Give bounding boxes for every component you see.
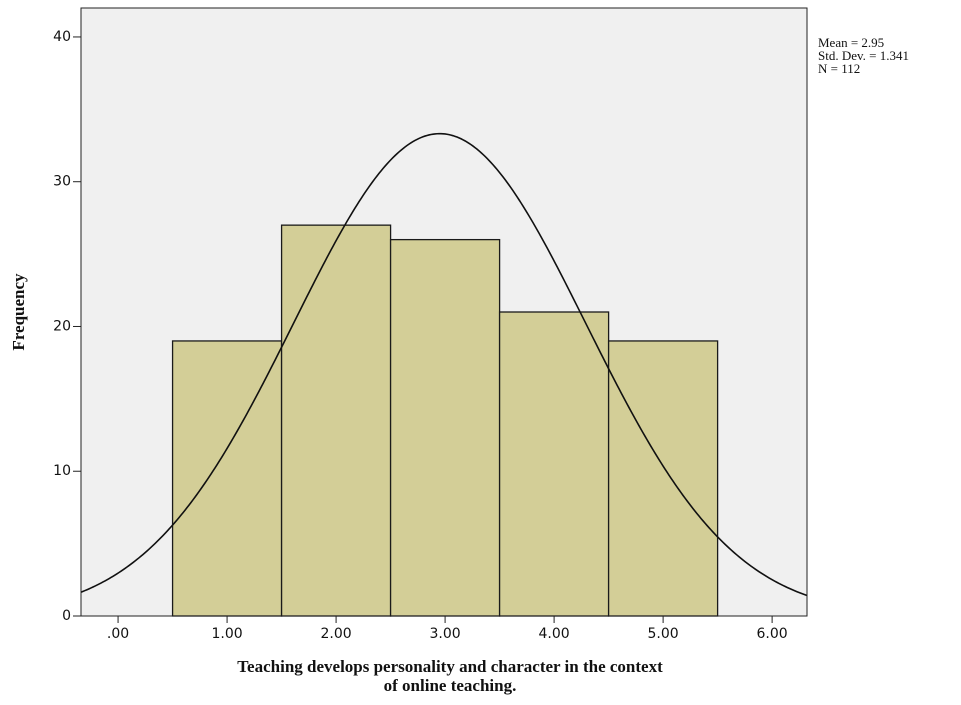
x-tick-label: 3.00 — [430, 626, 461, 642]
x-tick-label: 6.00 — [757, 626, 788, 642]
bar — [280, 224, 392, 617]
x-axis-title: of online teaching. — [384, 676, 517, 695]
stat-label: Std. Dev. = 1.341 — [818, 48, 909, 63]
y-tick-label: 30 — [53, 174, 71, 190]
y-tick-label: 10 — [53, 463, 71, 479]
bar — [498, 311, 610, 617]
x-axis-title: Teaching develops personality and charac… — [237, 657, 663, 676]
normal-curve — [80, 132, 808, 597]
plot-frame — [80, 7, 808, 617]
y-tick-label: 20 — [53, 318, 71, 334]
bar — [389, 238, 501, 617]
y-tick-label: 0 — [62, 608, 71, 624]
y-axis-title: Frequency — [9, 273, 28, 351]
x-tick-label: 4.00 — [539, 626, 570, 642]
x-tick-label: 2.00 — [320, 626, 351, 642]
x-tick-label: 1.00 — [211, 626, 242, 642]
stat-label: Mean = 2.95 — [818, 35, 884, 50]
bar — [607, 340, 719, 617]
y-tick-label: 40 — [53, 29, 71, 45]
x-tick-label: .00 — [107, 626, 129, 642]
stat-label: N = 112 — [818, 61, 860, 76]
x-tick-label: 5.00 — [648, 626, 679, 642]
bar — [171, 340, 283, 617]
